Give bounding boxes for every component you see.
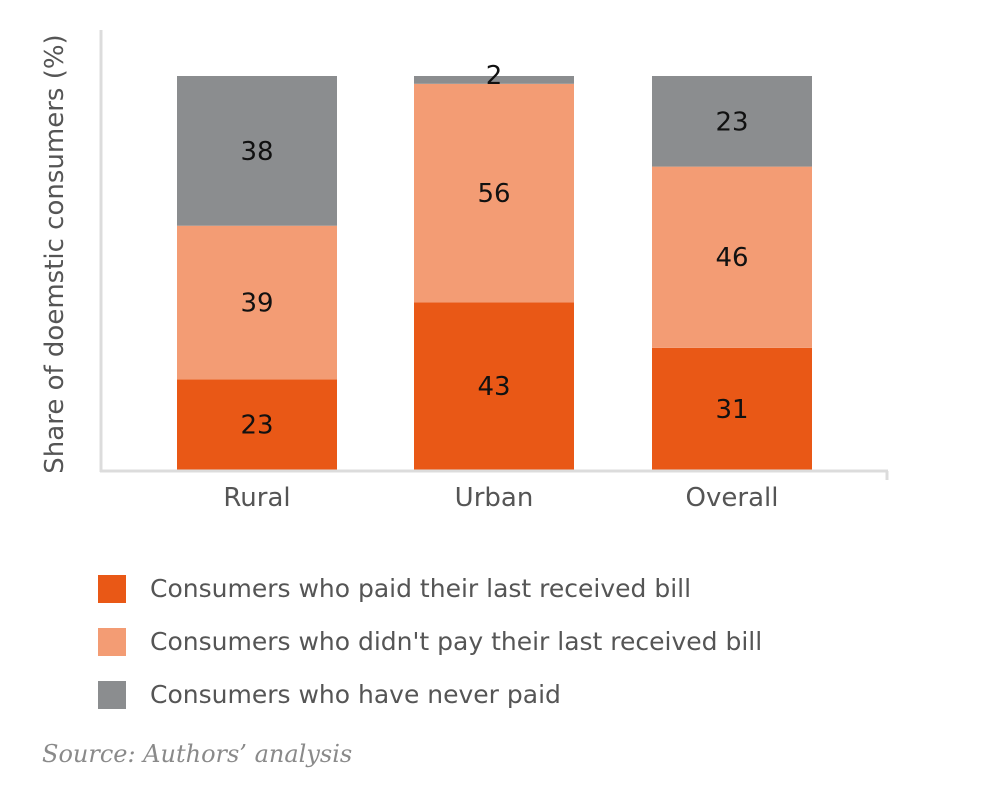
bar-overall-paid	[652, 347, 812, 470]
data-label-overall-not-paid: 46	[715, 243, 748, 273]
data-label-urban-never-paid: 2	[486, 61, 503, 91]
data-label-rural-paid: 23	[240, 411, 273, 441]
legend-swatch-paid	[98, 574, 126, 603]
bar-rural-not-paid	[177, 225, 337, 380]
legend-item-never-paid: Consumers who have never paid	[98, 668, 762, 721]
data-label-overall-paid: 31	[715, 395, 748, 425]
data-label-rural-never-paid: 38	[240, 137, 273, 167]
stacked-bar-chart: 23 39 38 43 56 2 31 46 23 Rural Urban Overall Shar…	[40, 30, 889, 513]
bar-rural-paid	[177, 379, 337, 470]
bar-urban-paid	[414, 302, 574, 470]
legend-swatch-never-paid	[98, 680, 126, 709]
source-note: Source: Authors’ analysis	[42, 740, 353, 768]
y-axis-label: Share of doemstic consumers (%)	[40, 34, 70, 473]
legend-item-not-paid: Consumers who didn't pay their last rece…	[98, 615, 762, 668]
data-label-urban-paid: 43	[477, 372, 510, 402]
legend-label-not-paid: Consumers who didn't pay their last rece…	[150, 627, 763, 656]
x-tick-labels-group: Rural Urban Overall	[223, 483, 778, 513]
legend: Consumers who paid their last received b…	[98, 562, 762, 721]
legend-swatch-not-paid	[98, 627, 126, 656]
data-label-rural-not-paid: 39	[240, 289, 273, 319]
legend-item-paid: Consumers who paid their last received b…	[98, 562, 762, 615]
bars-group	[177, 76, 812, 470]
legend-label-never-paid: Consumers who have never paid	[150, 680, 561, 709]
data-label-urban-not-paid: 56	[477, 179, 510, 209]
data-label-overall-never-paid: 23	[715, 107, 748, 137]
bar-overall-never-paid	[652, 76, 812, 167]
bar-rural-never-paid	[177, 76, 337, 226]
bar-urban-never-paid	[414, 76, 574, 84]
bar-urban-not-paid	[414, 83, 574, 303]
x-tick-label-rural: Rural	[223, 483, 290, 513]
x-tick-label-overall: Overall	[686, 483, 779, 513]
x-tick-label-urban: Urban	[455, 483, 534, 513]
bar-overall-not-paid	[652, 166, 812, 348]
legend-label-paid: Consumers who paid their last received b…	[150, 574, 692, 603]
data-labels-group: 23 39 38 43 56 2 31 46 23	[240, 61, 748, 441]
